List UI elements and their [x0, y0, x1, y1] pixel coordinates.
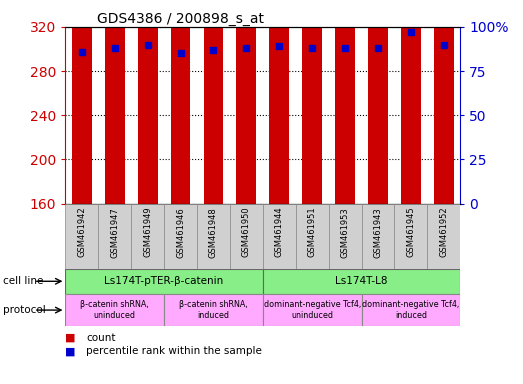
Bar — [295, 204, 328, 269]
Bar — [230, 204, 263, 269]
Bar — [197, 204, 230, 269]
Bar — [269, 0, 289, 204]
Text: GSM461945: GSM461945 — [406, 207, 415, 257]
Bar — [105, 0, 124, 204]
Text: percentile rank within the sample: percentile rank within the sample — [86, 346, 262, 356]
Bar — [263, 204, 295, 269]
Bar — [138, 0, 157, 204]
Bar — [368, 0, 388, 204]
Text: GSM461950: GSM461950 — [242, 207, 251, 257]
Text: β-catenin shRNA,
induced: β-catenin shRNA, induced — [179, 300, 248, 320]
Bar — [164, 294, 263, 326]
Bar — [361, 204, 394, 269]
Bar — [98, 204, 131, 269]
Text: Ls174T-L8: Ls174T-L8 — [335, 276, 388, 286]
Bar — [335, 0, 355, 204]
Bar — [65, 269, 263, 294]
Text: GDS4386 / 200898_s_at: GDS4386 / 200898_s_at — [97, 12, 264, 26]
Bar — [263, 294, 361, 326]
Text: GSM461948: GSM461948 — [209, 207, 218, 258]
Bar — [361, 294, 460, 326]
Bar — [434, 0, 453, 204]
Bar — [236, 0, 256, 204]
Text: protocol: protocol — [3, 305, 46, 315]
Text: GSM461952: GSM461952 — [439, 207, 448, 257]
Text: β-catenin shRNA,
uninduced: β-catenin shRNA, uninduced — [81, 300, 149, 320]
Text: ■: ■ — [65, 333, 76, 343]
Text: dominant-negative Tcf4,
uninduced: dominant-negative Tcf4, uninduced — [264, 300, 361, 320]
Text: GSM461953: GSM461953 — [340, 207, 349, 258]
Bar — [203, 0, 223, 204]
Text: ■: ■ — [65, 346, 76, 356]
Text: GSM461947: GSM461947 — [110, 207, 119, 258]
Text: GSM461949: GSM461949 — [143, 207, 152, 257]
Bar — [328, 204, 361, 269]
Text: GSM461946: GSM461946 — [176, 207, 185, 258]
Text: cell line: cell line — [3, 276, 43, 286]
Bar — [131, 204, 164, 269]
Bar — [170, 22, 190, 204]
Text: GSM461944: GSM461944 — [275, 207, 284, 257]
Bar — [401, 0, 420, 204]
Bar — [427, 204, 460, 269]
Text: GSM461943: GSM461943 — [373, 207, 382, 258]
Bar — [65, 294, 164, 326]
Text: count: count — [86, 333, 116, 343]
Text: Ls174T-pTER-β-catenin: Ls174T-pTER-β-catenin — [105, 276, 224, 286]
Bar — [302, 0, 322, 204]
Text: GSM461951: GSM461951 — [308, 207, 316, 257]
Bar — [394, 204, 427, 269]
Bar — [72, 16, 92, 204]
Text: dominant-negative Tcf4,
induced: dominant-negative Tcf4, induced — [362, 300, 460, 320]
Bar — [164, 204, 197, 269]
Text: GSM461942: GSM461942 — [77, 207, 86, 257]
Bar — [65, 204, 98, 269]
Bar — [263, 269, 460, 294]
